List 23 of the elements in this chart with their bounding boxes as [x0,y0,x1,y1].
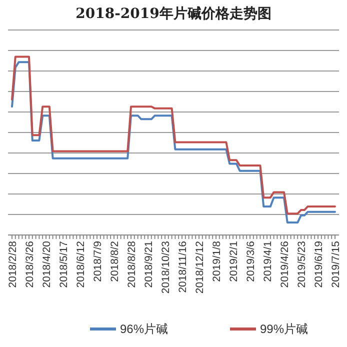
x-tick-label: 2019/7/15 [330,240,342,288]
x-tick-label: 2019/3/6 [245,240,257,282]
x-tick-label: 2019/4/26 [279,240,291,288]
x-tick-label: 2018/2/28 [7,240,19,288]
x-tick-label: 2019/1/8 [211,240,223,282]
x-tick-label: 2019/5/23 [296,240,308,288]
x-tick-label: 2019/4/1 [262,240,274,282]
x-tick-label: 2018/10/23 [160,240,172,294]
x-tick-label: 2018/8/28 [126,240,138,288]
x-tick-label: 2018/5/17 [58,240,70,288]
chart-title: 2018-2019年片碱价格走势图 [76,6,272,22]
x-tick-label: 2018/9/21 [143,240,155,288]
x-tick-label: 2018/12/12 [194,240,206,294]
x-tick-label: 2018/8/2 [109,240,121,282]
x-tick-label: 2018/6/12 [75,240,87,288]
legend-label: 96%片碱 [120,322,168,336]
legend-label: 99%片碱 [260,322,308,336]
x-tick-label: 2019/2/1 [228,240,240,282]
x-tick-label: 2018/11/16 [177,240,189,293]
x-tick-label: 2019/6/19 [313,240,325,288]
x-tick-label: 2018/4/20 [41,240,53,288]
x-tick-label: 2018/7/9 [92,240,104,282]
x-tick-label: 2018/3/26 [24,240,36,288]
